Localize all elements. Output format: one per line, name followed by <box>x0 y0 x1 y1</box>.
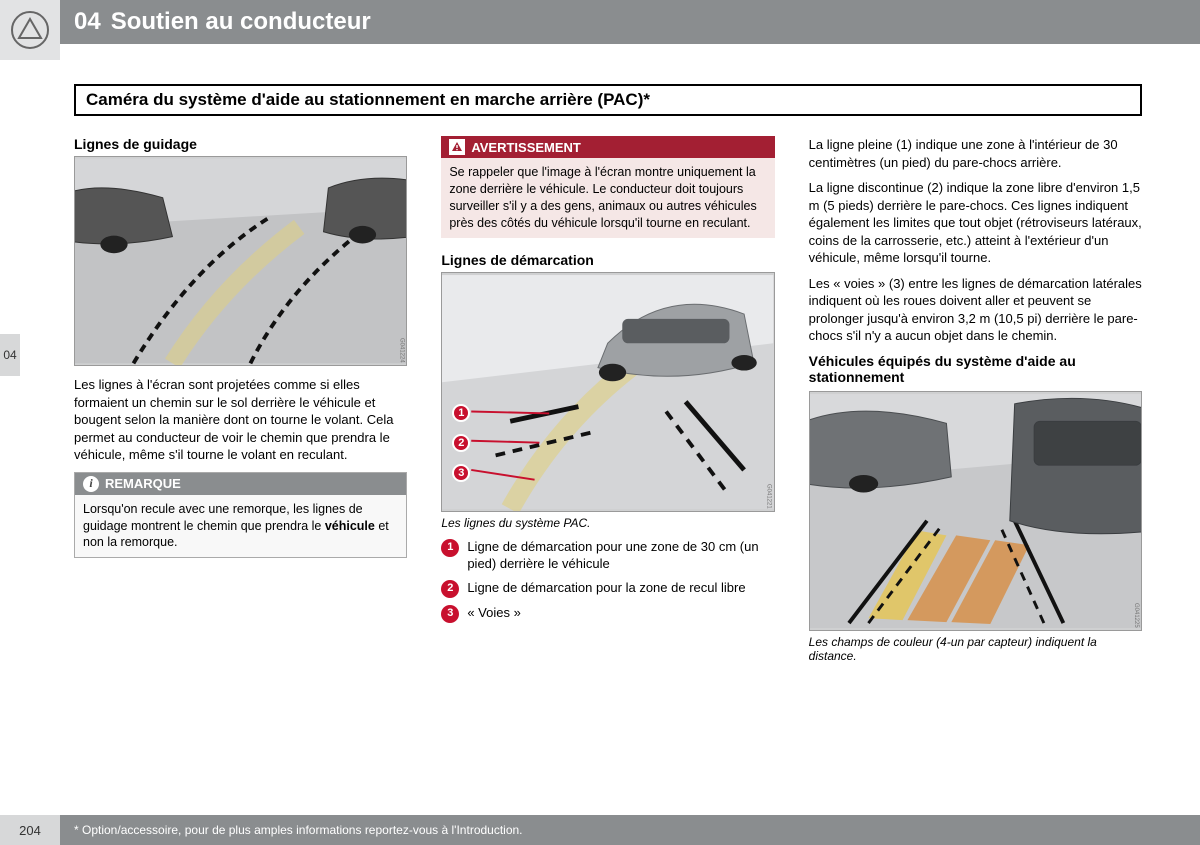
chapter-icon-box <box>0 0 60 60</box>
col1-heading: Lignes de guidage <box>74 136 407 152</box>
content-area: Lignes de guidage G041224 Les lignes à l… <box>74 136 1142 671</box>
warning-body: Se rappeler que l'image à l'écran montre… <box>441 158 774 238</box>
col1-paragraph: Les lignes à l'écran sont projetées comm… <box>74 376 407 464</box>
col2-caption: Les lignes du système PAC. <box>441 516 774 530</box>
legend-item-3: 3 « Voies » <box>441 604 774 623</box>
demarcation-lines-image: 1 2 3 G041221 <box>441 272 774 512</box>
guidance-lines-image: G041224 <box>74 156 407 366</box>
remark-body: Lorsqu'on recule avec une remorque, les … <box>75 495 406 558</box>
remark-header: i REMARQUE <box>75 473 406 495</box>
legend-item-2: 2 Ligne de démarcation pour la zone de r… <box>441 579 774 598</box>
col3-heading: Véhicules équipés du système d'aide au s… <box>809 353 1142 385</box>
image-code: G041224 <box>398 338 404 363</box>
remark-box: i REMARQUE Lorsqu'on recule avec une rem… <box>74 472 407 559</box>
col3-caption: Les champs de couleur (4-un par capteur)… <box>809 635 1142 663</box>
warning-title: AVERTISSEMENT <box>471 140 581 155</box>
info-icon: i <box>83 476 99 492</box>
chapter-number: 04 <box>74 8 101 36</box>
side-tab: 04 <box>0 334 20 376</box>
col3-p2: La ligne discontinue (2) indique la zone… <box>809 179 1142 267</box>
warning-triangle-icon <box>10 10 50 50</box>
callout-3: 3 <box>452 464 470 482</box>
col3-p1: La ligne pleine (1) indique une zone à l… <box>809 136 1142 171</box>
warning-header: AVERTISSEMENT <box>441 136 774 158</box>
col3-p3: Les « voies » (3) entre les lignes de dé… <box>809 275 1142 345</box>
column-2: AVERTISSEMENT Se rappeler que l'image à … <box>441 136 774 671</box>
warning-box: AVERTISSEMENT Se rappeler que l'image à … <box>441 136 774 238</box>
park-assist-image: G041225 <box>809 391 1142 631</box>
page-number: 204 <box>0 815 60 845</box>
chapter-title: Soutien au conducteur <box>111 8 371 36</box>
column-1: Lignes de guidage G041224 Les lignes à l… <box>74 136 407 671</box>
image-code: G041225 <box>1133 603 1139 628</box>
remark-title: REMARQUE <box>105 476 181 491</box>
warning-icon <box>449 139 465 155</box>
image-code: G041221 <box>766 484 772 509</box>
footnote-text: * Option/accessoire, pour de plus amples… <box>74 823 523 837</box>
callout-1: 1 <box>452 404 470 422</box>
callout-2: 2 <box>452 434 470 452</box>
legend-item-1: 1 Ligne de démarcation pour une zone de … <box>441 538 774 573</box>
footer-bar: * Option/accessoire, pour de plus amples… <box>60 815 1200 845</box>
chapter-header: 04 Soutien au conducteur <box>60 0 1200 44</box>
column-3: La ligne pleine (1) indique une zone à l… <box>809 136 1142 671</box>
section-title: Caméra du système d'aide au stationnemen… <box>74 84 1142 116</box>
col2-heading: Lignes de démarcation <box>441 252 774 268</box>
